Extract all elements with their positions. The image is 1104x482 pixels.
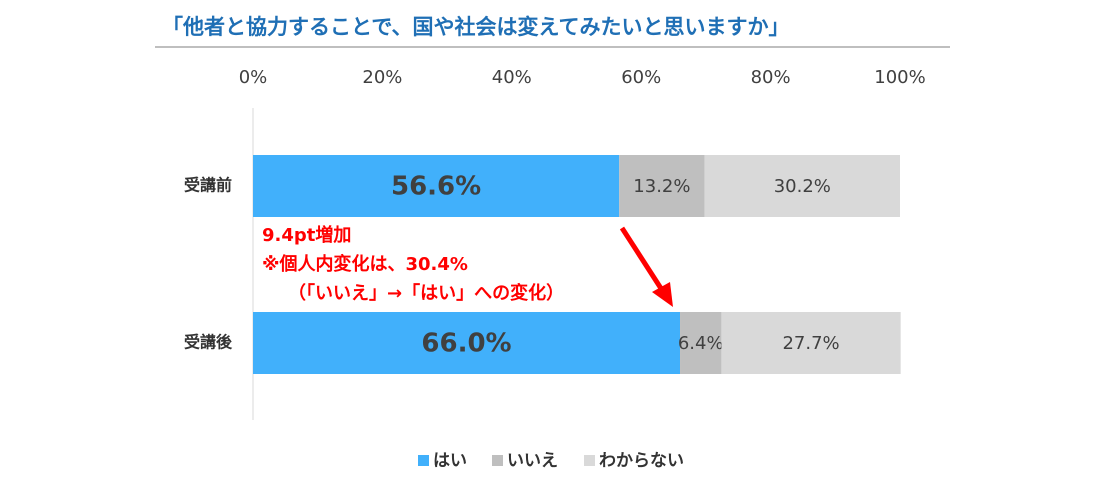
legend-swatch bbox=[418, 455, 429, 466]
legend-label: はい bbox=[433, 451, 467, 471]
bar-segment bbox=[680, 312, 722, 374]
annotation: 9.4pt増加 bbox=[262, 224, 351, 246]
bar-segment bbox=[253, 312, 681, 374]
x-tick-label: 60% bbox=[621, 67, 661, 88]
bar-segment bbox=[704, 155, 900, 217]
legend-label: わからない bbox=[599, 451, 684, 471]
legend-label: いいえ bbox=[507, 451, 558, 471]
legend-swatch bbox=[492, 455, 503, 466]
x-tick-label: 100% bbox=[874, 67, 925, 88]
data-label: 66.0% bbox=[421, 329, 511, 359]
data-label: 56.6% bbox=[391, 172, 481, 202]
x-tick-label: 40% bbox=[492, 67, 532, 88]
annotation: ※個人内変化は、30.4% bbox=[262, 253, 468, 275]
chart-title: 「他者と協力することで、国や社会は変えてみたいと思いますか」 bbox=[162, 15, 789, 39]
arrow bbox=[619, 226, 665, 292]
y-tick-label: 受講前 bbox=[184, 176, 232, 195]
annotation: （「いいえ」→「はい」への変化） bbox=[288, 282, 564, 304]
y-tick-label: 受講後 bbox=[184, 333, 233, 352]
bar-segment bbox=[619, 155, 705, 217]
x-tick-label: 20% bbox=[362, 67, 402, 88]
legend-swatch bbox=[584, 455, 595, 466]
x-tick-label: 80% bbox=[751, 67, 791, 88]
data-label: 13.2% bbox=[633, 176, 690, 197]
data-label: 27.7% bbox=[782, 333, 839, 354]
bar-segment bbox=[253, 155, 620, 217]
arrow-head bbox=[652, 282, 673, 307]
bar-segment bbox=[721, 312, 901, 374]
data-label: 30.2% bbox=[774, 176, 831, 197]
data-label: 6.4% bbox=[678, 333, 724, 354]
x-tick-label: 0% bbox=[239, 67, 268, 88]
